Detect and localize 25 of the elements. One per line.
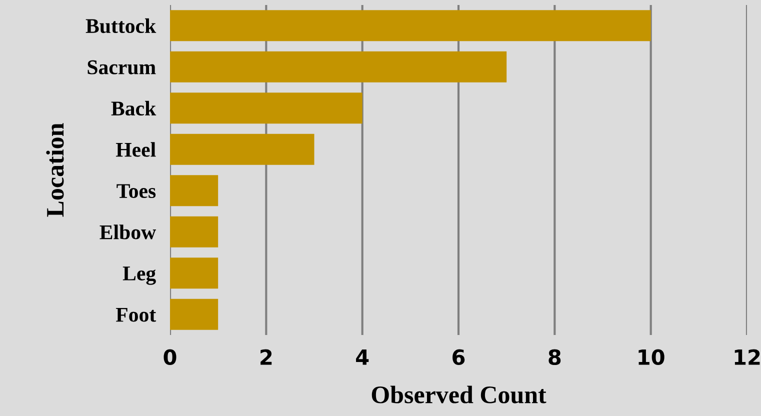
bar (170, 51, 507, 82)
y-axis-title: Location (46, 123, 64, 217)
x-tick-label: 2 (260, 349, 272, 365)
x-tick-label: 12 (734, 349, 760, 365)
bar (170, 92, 362, 124)
y-tick-label: Heel (116, 142, 156, 157)
bar (170, 216, 218, 248)
bar (170, 10, 651, 42)
y-tick-label: Elbow (100, 224, 156, 240)
y-tick-label: Toes (116, 184, 156, 198)
y-tick-label: Buttock (86, 18, 156, 34)
bar (170, 258, 218, 289)
y-tick-label: Foot (116, 308, 156, 322)
x-axis-title: Observed Count (372, 386, 546, 404)
y-tick-label: Back (111, 100, 156, 116)
y-tick-label: Sacrum (88, 60, 156, 74)
y-tick-label: Leg (122, 266, 156, 285)
x-tick-label: 4 (356, 350, 369, 365)
x-tick-label: 10 (638, 349, 664, 366)
bar (170, 175, 218, 206)
x-tick-label: 6 (452, 349, 465, 366)
x-tick-label: 0 (164, 349, 176, 366)
bar (170, 134, 314, 165)
bar (170, 298, 218, 330)
x-tick-label: 8 (548, 349, 561, 366)
